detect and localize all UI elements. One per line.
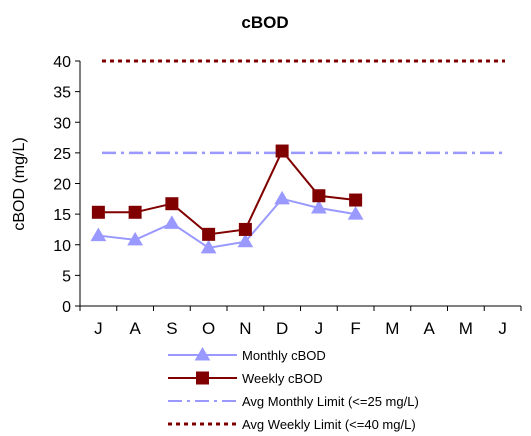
series-1-point xyxy=(202,227,216,241)
series-0-point xyxy=(347,206,364,220)
y-tick-label: 20 xyxy=(53,177,71,194)
series-0-point xyxy=(90,227,107,242)
y-tick-label: 0 xyxy=(62,299,71,316)
y-tick-label: 10 xyxy=(53,238,71,255)
series-1-point xyxy=(349,193,363,207)
series-1-point xyxy=(91,205,105,219)
legend-item: Monthly cBOD xyxy=(168,347,326,363)
legend: Monthly cBOD Weekly cBOD Avg Monthly Limit… xyxy=(168,347,419,432)
y-tick-label: 35 xyxy=(53,85,71,102)
legend-label: Avg Weekly Limit (<=40 mg/L) xyxy=(242,417,416,432)
x-tick-label: J xyxy=(315,319,324,338)
series-1-point xyxy=(238,222,252,236)
series-1-point xyxy=(312,189,326,203)
y-tick-label: 30 xyxy=(53,115,71,132)
series-0-point xyxy=(164,215,180,229)
series-0-line xyxy=(98,197,356,249)
legend-marker xyxy=(194,347,211,361)
series-0-point xyxy=(274,190,290,205)
x-tick-label: A xyxy=(129,319,141,338)
x-tick-label: J xyxy=(94,319,103,338)
series-1-point xyxy=(165,197,179,211)
series-1-point xyxy=(275,144,289,158)
series-0-point xyxy=(311,200,327,214)
legend-item: Weekly cBOD xyxy=(168,371,323,386)
x-tick-label: N xyxy=(239,319,251,338)
y-axis-label: cBOD (mg/L) xyxy=(11,137,28,230)
legend-marker xyxy=(196,371,209,385)
y-tick-label: 40 xyxy=(53,54,71,71)
legend-label: Monthly cBOD xyxy=(242,348,326,363)
x-tick-label: J xyxy=(498,319,507,338)
y-tick-label: 5 xyxy=(62,268,71,285)
series-0-point xyxy=(237,233,254,248)
x-tick-label: M xyxy=(459,319,473,338)
x-tick-label: S xyxy=(166,319,177,338)
x-tick-label: A xyxy=(423,319,435,338)
x-tick-label: M xyxy=(385,319,399,338)
y-tick-label: 15 xyxy=(53,207,71,224)
legend-item: Avg Weekly Limit (<=40 mg/L) xyxy=(168,417,416,432)
legend-label: Weekly cBOD xyxy=(242,371,323,386)
x-tick-label: O xyxy=(202,319,215,338)
chart-title: cBOD xyxy=(241,13,288,32)
plot-area: 0 5 10 15 20 25 30 35 40 J A S O N D J F M A M J xyxy=(53,54,522,338)
x-tick-label: D xyxy=(276,319,288,338)
legend-label: Avg Monthly Limit (<=25 mg/L) xyxy=(242,394,419,409)
x-tick-label: F xyxy=(350,319,360,338)
legend-item: Avg Monthly Limit (<=25 mg/L) xyxy=(168,394,419,409)
series-1-point xyxy=(128,205,142,219)
y-tick-label: 25 xyxy=(53,146,71,163)
series-0-point xyxy=(127,231,143,246)
series-0-point xyxy=(200,239,217,254)
